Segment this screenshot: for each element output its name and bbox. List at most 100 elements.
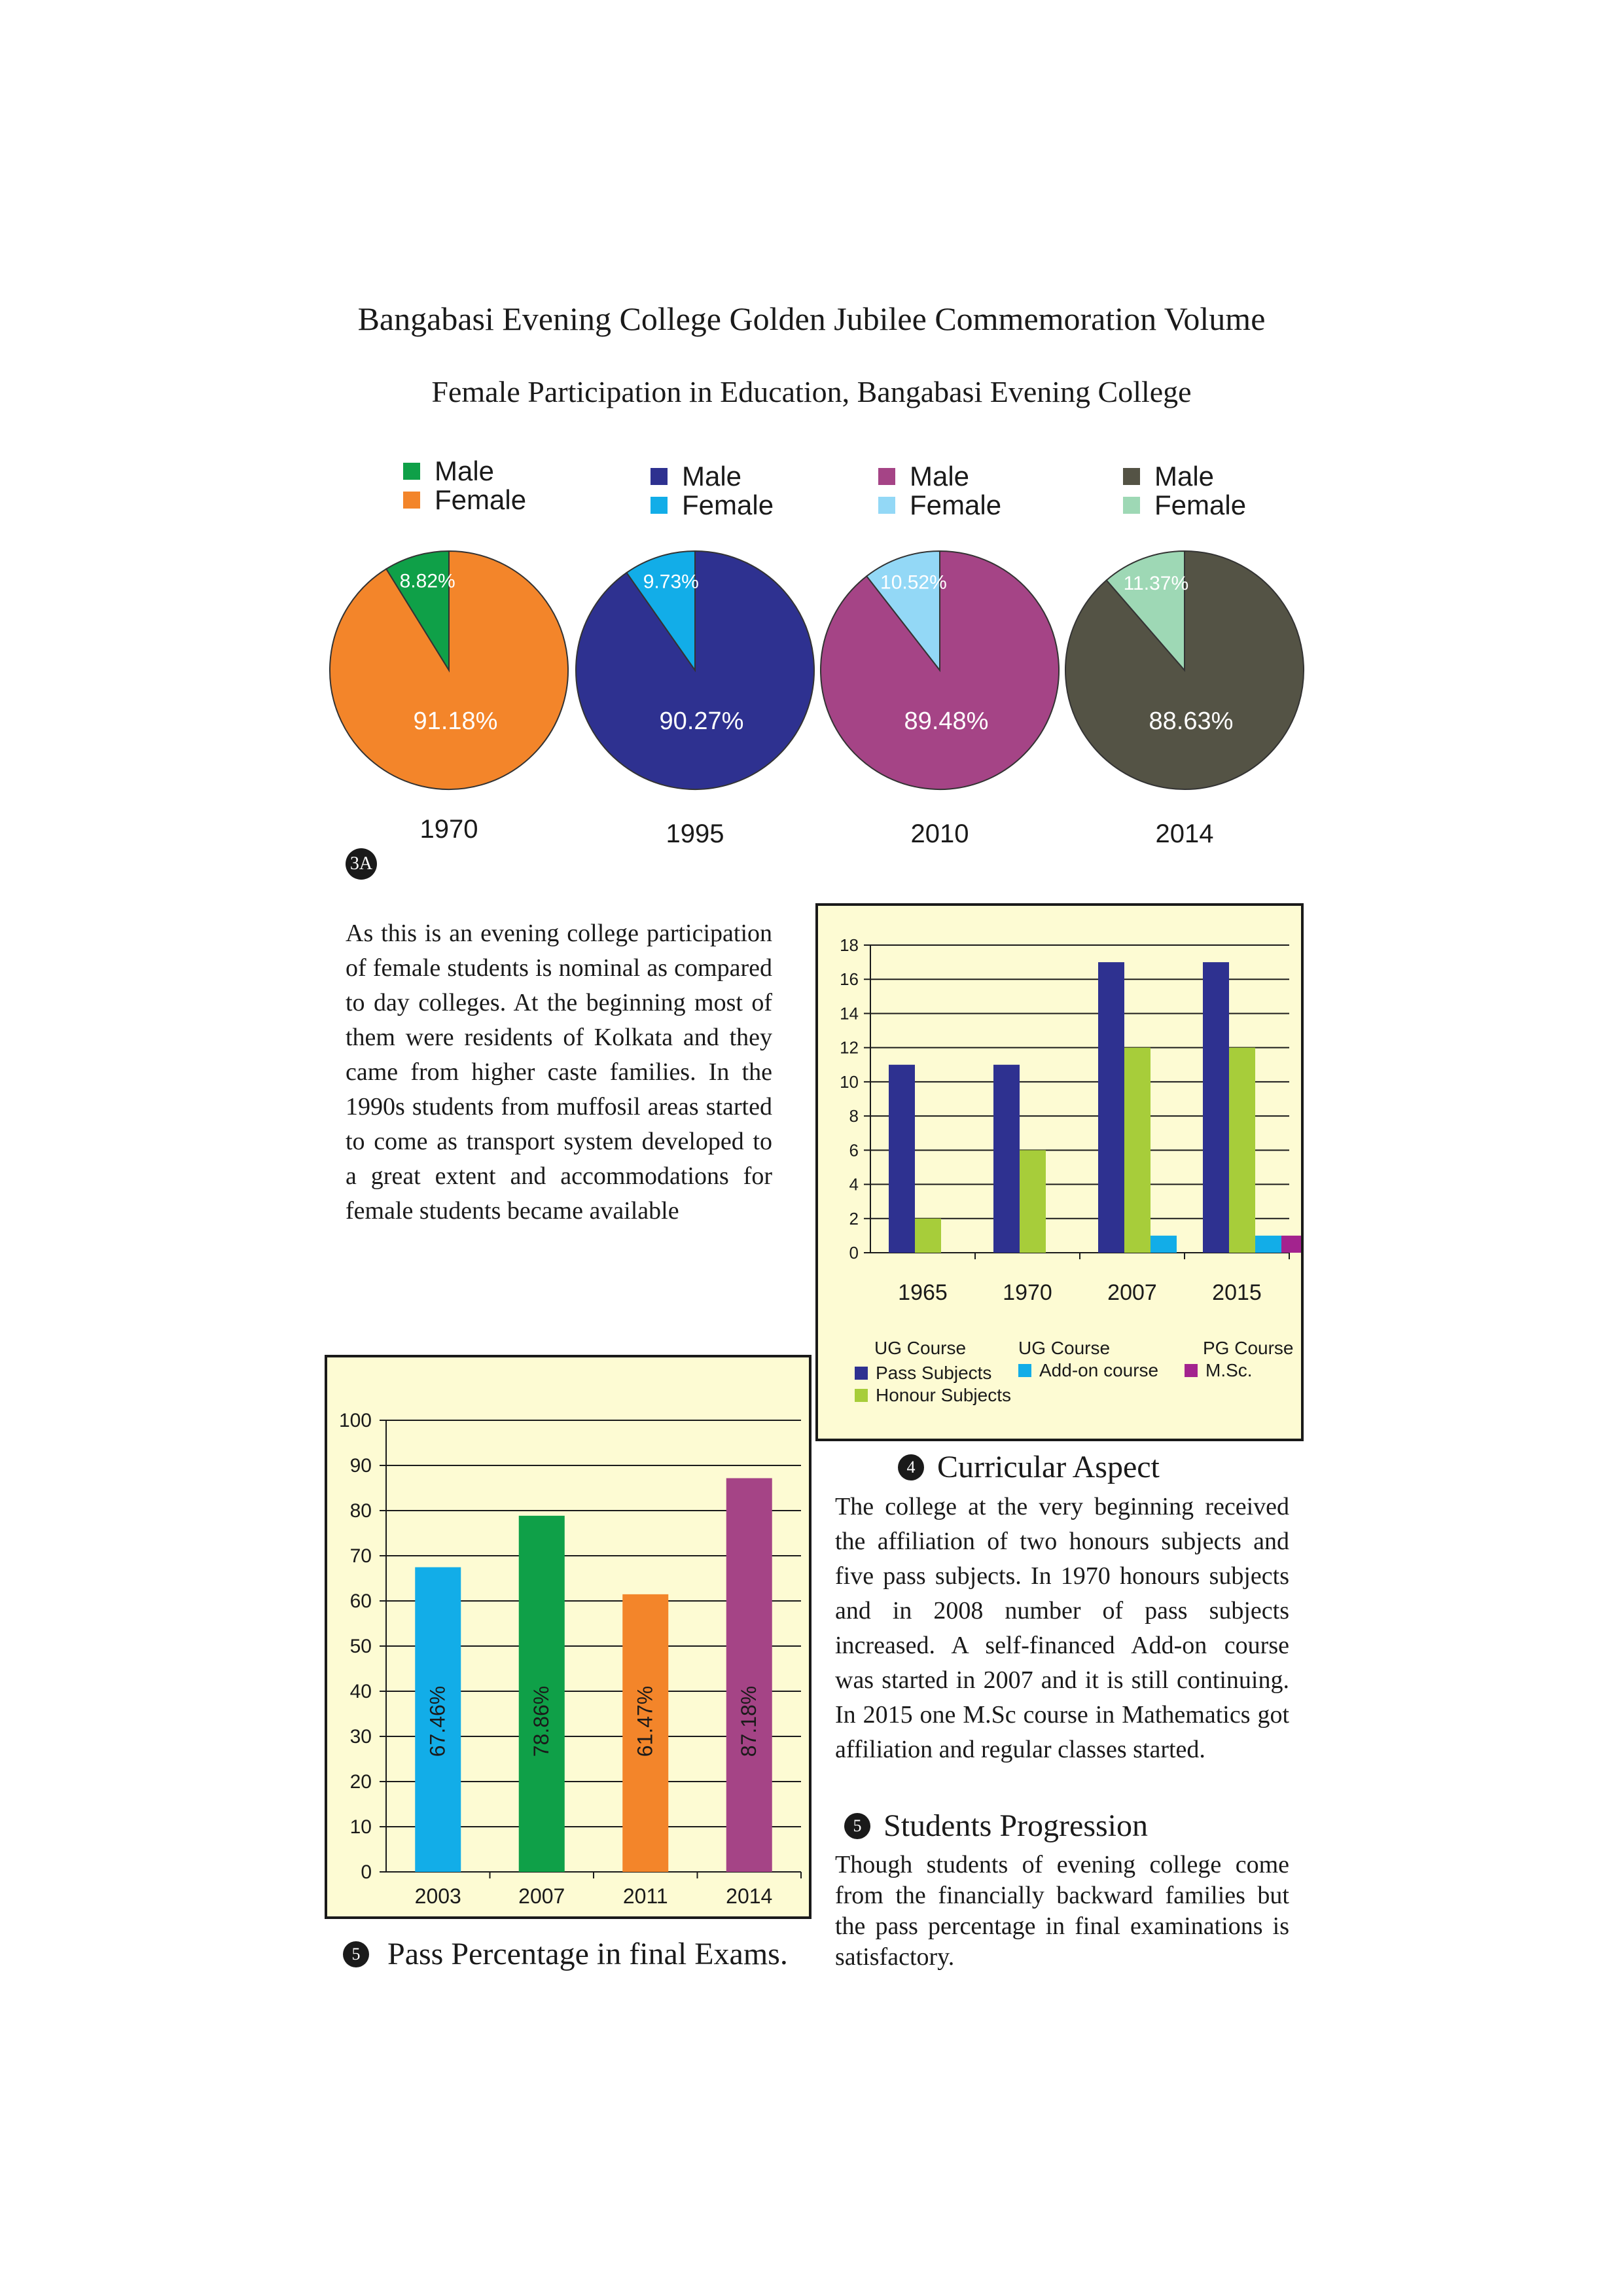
bar-value-label: 87.18% bbox=[737, 1686, 760, 1757]
legend-swatch-female bbox=[1123, 497, 1140, 514]
bar bbox=[1124, 1047, 1150, 1253]
bar bbox=[726, 1478, 772, 1872]
legend-label-male: Male bbox=[435, 456, 495, 486]
pie-slice-small bbox=[1105, 550, 1185, 672]
curricular-heading-text: Curricular Aspect bbox=[937, 1450, 1160, 1484]
legend-label-female: Female bbox=[1154, 490, 1247, 520]
y-tick-label: 90 bbox=[350, 1455, 372, 1477]
legend-swatch-female bbox=[651, 497, 668, 514]
pie-chart: 8.82% 91.18% bbox=[329, 550, 569, 790]
pie-block-2010: Male Female 10.52% 89.48% 2010 bbox=[815, 452, 1090, 884]
legend-group-pg: PG Course bbox=[1203, 1338, 1294, 1358]
y-tick-label: 14 bbox=[840, 1003, 859, 1023]
curricular-paragraph-text: The college at the very beginning receiv… bbox=[835, 1493, 1289, 1763]
pie-label-small: 8.82% bbox=[400, 570, 455, 592]
legend-swatch-female bbox=[403, 492, 420, 509]
bar bbox=[1020, 1150, 1046, 1253]
y-tick-label: 50 bbox=[350, 1636, 372, 1657]
curriculum-legend: UG Course UG Course PG Course Pass Subje… bbox=[818, 906, 1301, 1439]
legend-label-female: Female bbox=[435, 484, 527, 515]
pie-block-1995: Male Female 9.73% 90.27% 1995 bbox=[571, 452, 846, 884]
y-tick-label: 8 bbox=[849, 1106, 859, 1126]
x-tick-label: 1970 bbox=[1003, 1280, 1052, 1305]
section-badge-4: 4 bbox=[898, 1454, 924, 1480]
female-paragraph: As this is an evening college participat… bbox=[346, 916, 772, 1229]
pie-block-2014: Male Female 11.37% 88.63% 2014 bbox=[1060, 452, 1335, 884]
y-tick-label: 6 bbox=[849, 1140, 859, 1160]
x-tick-label: 2007 bbox=[1107, 1280, 1157, 1305]
legend-item-honour: Honour Subjects bbox=[855, 1385, 1011, 1406]
bar-value-label: 78.86% bbox=[529, 1686, 553, 1757]
legend-label-female: Female bbox=[910, 490, 1002, 520]
pie-label-small: 10.52% bbox=[880, 572, 947, 594]
pie-block-1970: Male Female 8.82% 91.18% 1970 bbox=[325, 452, 599, 884]
legend-label-msc: M.Sc. bbox=[1205, 1360, 1253, 1380]
caption-badge-5: 5 bbox=[343, 1941, 369, 1967]
pie-legend: Male Female bbox=[403, 457, 526, 514]
bar-value-label: 61.47% bbox=[633, 1686, 656, 1757]
y-tick-label: 4 bbox=[849, 1175, 859, 1194]
bar bbox=[518, 1515, 565, 1872]
pie-year-label: 1995 bbox=[666, 819, 724, 848]
y-tick-label: 16 bbox=[840, 969, 859, 989]
y-tick-label: 10 bbox=[350, 1816, 372, 1838]
legend-group-ug: UG Course bbox=[874, 1338, 967, 1358]
y-tick-label: 18 bbox=[840, 935, 859, 955]
y-tick-label: 0 bbox=[849, 1243, 859, 1263]
legend-swatch-honour bbox=[855, 1389, 868, 1402]
pie-label-large: 88.63% bbox=[1149, 708, 1234, 735]
progression-paragraph-text: Though students of evening college come … bbox=[835, 1851, 1289, 1971]
pie-year-label: 2014 bbox=[1155, 819, 1214, 848]
bar bbox=[993, 1064, 1020, 1253]
progression-heading: 5 Students Progression bbox=[844, 1808, 1148, 1844]
bar bbox=[1203, 962, 1229, 1253]
x-tick-label: 2014 bbox=[726, 1884, 772, 1908]
pie-year-label: 1970 bbox=[419, 815, 478, 844]
bar bbox=[1229, 1047, 1255, 1253]
y-tick-label: 20 bbox=[350, 1771, 372, 1793]
pie-legend: Male Female bbox=[878, 462, 1001, 520]
legend-swatch-male bbox=[1123, 468, 1140, 485]
y-tick-label: 40 bbox=[350, 1681, 372, 1702]
y-tick-label: 100 bbox=[339, 1410, 372, 1431]
pie-chart: 9.73% 90.27% bbox=[575, 550, 815, 790]
pie-label-small: 11.37% bbox=[1124, 573, 1189, 594]
bar bbox=[1098, 962, 1124, 1253]
progression-heading-text: Students Progression bbox=[883, 1808, 1149, 1843]
pass-caption-text: Pass Percentage in final Exams. bbox=[387, 1937, 788, 1971]
legend-label-female: Female bbox=[682, 490, 774, 520]
bar bbox=[415, 1567, 461, 1872]
pie-slice-large bbox=[820, 550, 1060, 790]
y-tick-label: 10 bbox=[840, 1072, 859, 1092]
legend-label-male: Male bbox=[910, 461, 970, 492]
pie-year-label: 2010 bbox=[910, 819, 969, 848]
y-tick-label: 60 bbox=[350, 1590, 372, 1612]
bar bbox=[1281, 1235, 1301, 1253]
section-badge-5: 5 bbox=[844, 1812, 870, 1839]
legend-item-pass: Pass Subjects bbox=[855, 1363, 991, 1384]
pass-percentage-chart: 0 10 20 30 40 50 60 70 80 90 100 67.46% 2003 78.86% 20… bbox=[325, 1355, 812, 1919]
bar bbox=[915, 1218, 941, 1253]
legend-label-pass: Pass Subjects bbox=[876, 1363, 992, 1383]
y-tick-label: 30 bbox=[350, 1726, 372, 1748]
legend-label-male: Male bbox=[1154, 461, 1215, 492]
pie-label-small: 9.73% bbox=[643, 571, 699, 593]
legend-label-addon: Add-on course bbox=[1039, 1360, 1159, 1380]
y-tick-label: 0 bbox=[361, 1861, 372, 1883]
legend-swatch-male bbox=[878, 468, 895, 485]
legend-label-honour: Honour Subjects bbox=[876, 1385, 1012, 1405]
legend-item-addon: Add-on course bbox=[1018, 1360, 1158, 1381]
bar-value-label: 67.46% bbox=[425, 1686, 449, 1757]
curriculum-chart-svg: 0 2 4 6 8 10 12 14 16 18 1965 1970 2007 2015 bbox=[840, 935, 1301, 1305]
y-tick-label: 80 bbox=[350, 1500, 372, 1522]
legend-group-ug-addon: UG Course bbox=[1018, 1338, 1111, 1358]
legend-swatch-female bbox=[878, 497, 895, 514]
pie-chart: 11.37% 88.63% bbox=[1065, 550, 1304, 790]
y-tick-label: 70 bbox=[350, 1545, 372, 1567]
legend-swatch-male bbox=[403, 463, 420, 480]
pie-label-large: 89.48% bbox=[904, 708, 989, 735]
y-tick-label: 2 bbox=[849, 1209, 859, 1229]
bar bbox=[1150, 1235, 1177, 1253]
legend-swatch-male bbox=[651, 468, 668, 485]
bar bbox=[622, 1594, 669, 1872]
